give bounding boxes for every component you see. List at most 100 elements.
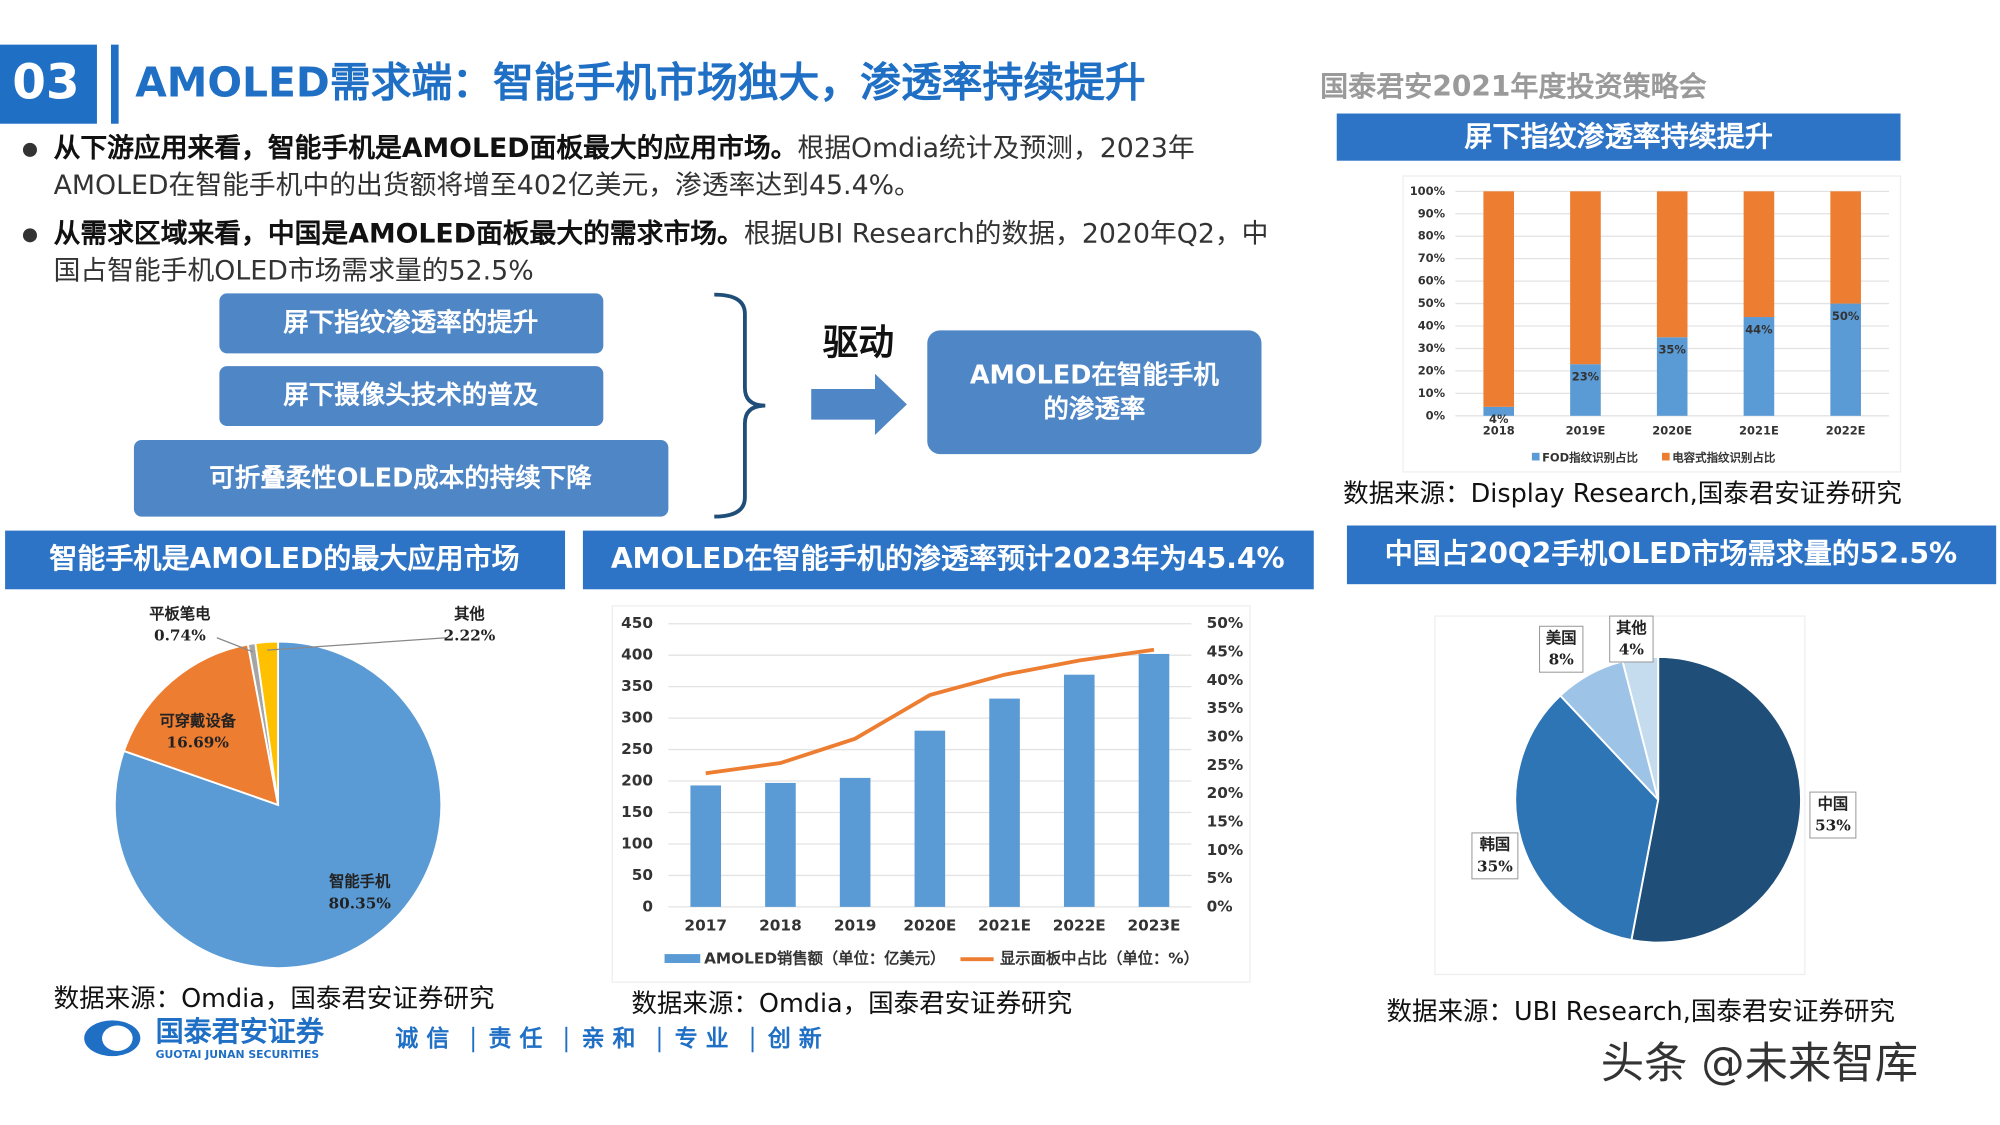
watermark: 头条 @未来智库 [1601, 1039, 1918, 1089]
pie-slice [1630, 655, 1802, 944]
label-box [1609, 615, 1654, 663]
panel-title: 中国占20Q2手机OLED市场需求量的52.5% [1385, 537, 1957, 570]
legend-label: FOD指纹识别占比 [1542, 450, 1638, 464]
y-tick-label: 50 [632, 866, 653, 884]
y-tick-label: 100 [621, 834, 653, 852]
y-tick-label: 400 [621, 646, 653, 664]
x-tick-label: 2021E [978, 917, 1031, 935]
line-series [705, 647, 1155, 776]
bar-segment [1830, 303, 1861, 416]
x-tick-label: 2022E [1053, 917, 1106, 935]
y-tick-label: 90% [1418, 206, 1446, 220]
bar-segment [1656, 191, 1688, 338]
y-tick-label: 50% [1418, 296, 1446, 310]
driver-box [219, 366, 604, 427]
y-tick-label: 40% [1418, 319, 1446, 333]
header-bar [110, 44, 119, 124]
bar [839, 777, 871, 907]
panel-title-bar [582, 530, 1314, 590]
legend-swatch [1661, 452, 1670, 461]
pie-value-label: 53% [1815, 817, 1851, 835]
arrow-label: 驱动 [823, 322, 894, 363]
pie-value-label: 4% [1619, 641, 1645, 659]
label-box [1539, 625, 1584, 673]
bar-segment [1830, 191, 1861, 304]
company-name-en: GUOTAI JUNAN SECURITIES [156, 1048, 320, 1061]
label-box [1471, 832, 1519, 880]
y2-tick-label: 30% [1207, 727, 1244, 745]
x-tick-label: 2022E [1826, 424, 1866, 438]
x-tick-label: 2023E [1127, 917, 1180, 935]
company-name: 国泰君安证券 [156, 1015, 325, 1048]
slogan-word: 专 业 [675, 1025, 729, 1052]
bullet: 从下游应用来看，智能手机是AMOLED面板最大的应用市场。根据Omdia统计及预… [18, 130, 1287, 203]
data-label: 44% [1745, 322, 1773, 336]
result-label: AMOLED在智能手机 [970, 360, 1220, 390]
pie-label: 平板笔电 [149, 605, 211, 623]
pie-value-label: 2.22% [443, 626, 495, 644]
y-tick-label: 30% [1418, 341, 1446, 355]
bullet-text: 根据Omdia统计及预测，2023年AMOLED在智能手机中的出货额将增至402… [53, 132, 1195, 200]
pie-value-label: 0.74% [154, 626, 206, 644]
y-tick-label: 150 [621, 803, 653, 821]
x-tick-label: 2020E [903, 917, 956, 935]
bar-segment [1570, 191, 1601, 365]
y-tick-label: 0% [1426, 408, 1446, 422]
panel-title-bar [1346, 525, 1997, 585]
org-title: 国泰君安2021年度投资策略会 [1320, 70, 1707, 103]
pie-value-label: 35% [1477, 857, 1513, 875]
bullet-lead: 从下游应用来看，智能手机是AMOLED面板最大的应用市场。 [53, 132, 798, 164]
section-number: 03 [12, 54, 79, 110]
bar-segment [1483, 191, 1515, 407]
y-tick-label: 10% [1418, 386, 1446, 400]
driver-box [133, 440, 669, 517]
panel-title-bar [1336, 113, 1901, 161]
result-box [927, 330, 1262, 455]
y2-tick-label: 40% [1207, 671, 1244, 689]
panel-title: 屏下指纹渗透率持续提升 [1464, 120, 1773, 153]
result-label: 的渗透率 [1043, 395, 1145, 425]
y2-tick-label: 5% [1207, 869, 1233, 887]
y-tick-label: 350 [621, 677, 653, 695]
bar-segment [1743, 317, 1775, 416]
x-tick-label: 2017 [684, 917, 727, 935]
arrow [811, 373, 907, 435]
slogan-word: 责 任 [489, 1025, 543, 1052]
brace [714, 292, 766, 519]
data-label: 23% [1572, 369, 1600, 383]
y2-tick-label: 15% [1207, 812, 1244, 830]
slide-title: AMOLED需求端：智能手机市场独大，渗透率持续提升 [135, 58, 1146, 106]
x-tick-label: 2020E [1652, 424, 1692, 438]
pie-value-label: 80.35% [328, 894, 391, 912]
slogan: 诚 信责 任亲 和专 业创 新 [395, 1025, 822, 1053]
y-tick-label: 0 [642, 897, 653, 915]
data-label: 50% [1832, 309, 1860, 323]
pie-slice [122, 643, 280, 807]
driver-label: 可折叠柔性OLED成本的持续下降 [209, 464, 592, 494]
bar [690, 785, 722, 907]
bullet-text: 根据UBI Research的数据，2020年Q2，中国占智能手机OLED市场需… [53, 218, 1269, 286]
bullet: 从需求区域来看，中国是AMOLED面板最大的需求市场。根据UBI Researc… [18, 216, 1287, 289]
bullet-list: 从下游应用来看，智能手机是AMOLED面板最大的应用市场。根据Omdia统计及预… [18, 130, 1287, 301]
pie-label: 智能手机 [329, 873, 391, 891]
data-label: 4% [1489, 412, 1509, 426]
pie-label: 美国 [1546, 629, 1577, 647]
pie-value-label: 8% [1549, 651, 1575, 669]
bar [914, 730, 946, 907]
leader-line [267, 637, 447, 651]
x-tick-label: 2018 [759, 917, 802, 935]
driver-label: 屏下摄像头技术的普及 [283, 381, 539, 411]
bullet-lead: 从需求区域来看，中国是AMOLED面板最大的需求市场。 [53, 218, 744, 249]
pie-slice [113, 640, 443, 969]
panel-title-bar [5, 530, 566, 590]
bar [1063, 674, 1095, 907]
x-tick-label: 2021E [1739, 424, 1779, 438]
source-note: 数据来源：Omdia，国泰君安证券研究 [54, 984, 495, 1014]
x-tick-label: 2019E [1566, 424, 1606, 438]
source-note: 数据来源：Omdia，国泰君安证券研究 [631, 989, 1072, 1019]
x-tick-label: 2018 [1483, 424, 1515, 438]
pie-label: 可穿戴设备 [159, 712, 236, 730]
legend-swatch [664, 954, 701, 964]
